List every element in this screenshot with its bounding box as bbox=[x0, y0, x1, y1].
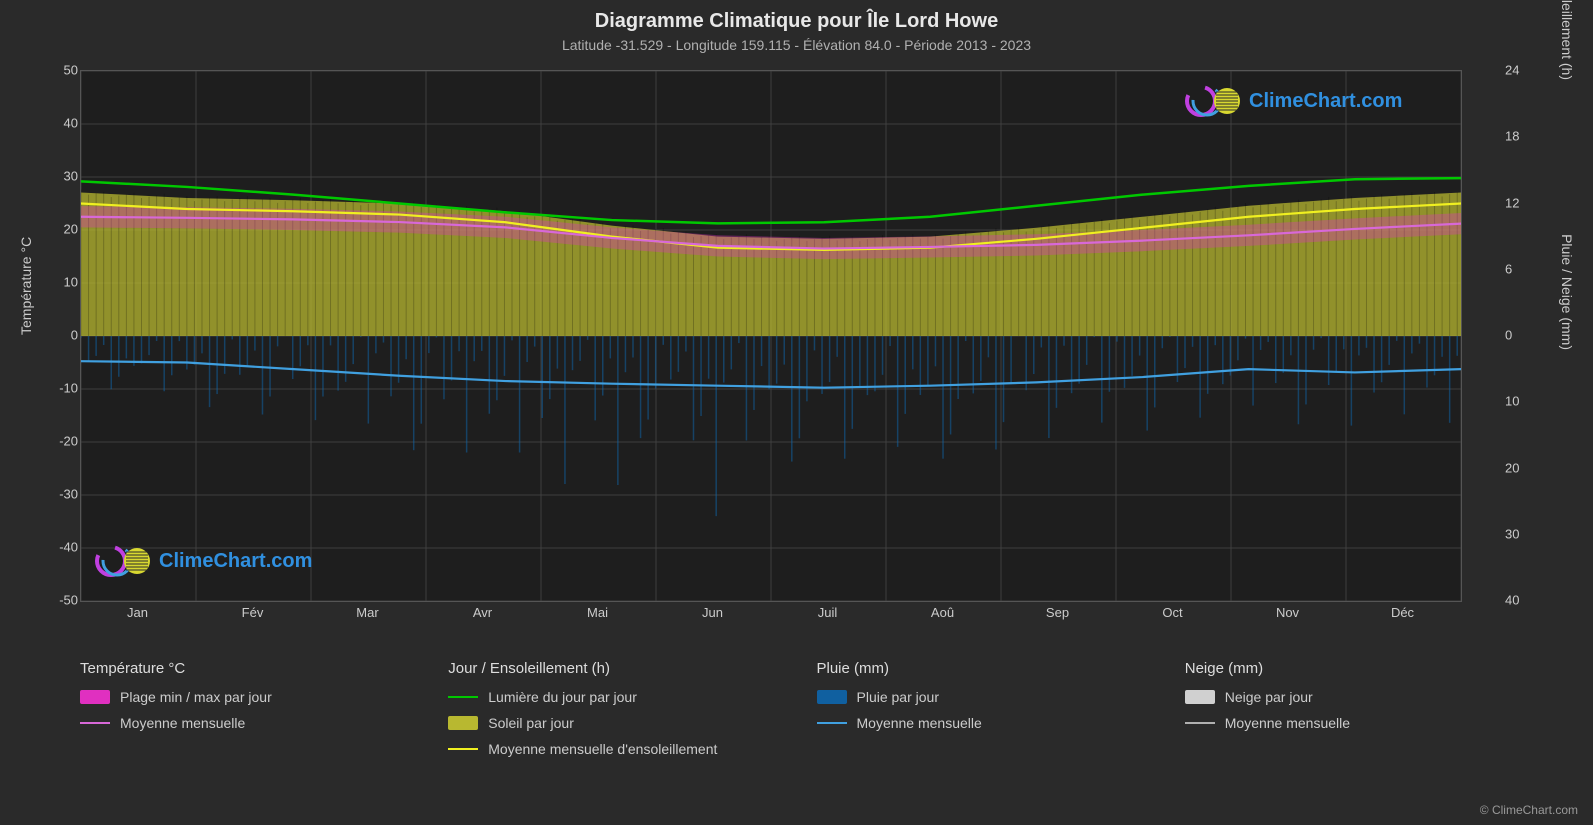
chart-container: Diagramme Climatique pour Île Lord Howe … bbox=[0, 0, 1593, 825]
y-tick-right-hours: 12 bbox=[1505, 195, 1533, 210]
y-tick-right-mm: 40 bbox=[1505, 593, 1533, 608]
legend-item: Neige par jour bbox=[1185, 689, 1513, 705]
legend-line-swatch bbox=[448, 748, 478, 750]
legend-line-swatch bbox=[817, 722, 847, 724]
y-tick-left: 20 bbox=[50, 222, 78, 237]
y-tick-left: 30 bbox=[50, 169, 78, 184]
x-tick-month: Mai bbox=[587, 605, 608, 620]
x-tick-month: Nov bbox=[1276, 605, 1299, 620]
x-tick-month: Fév bbox=[242, 605, 264, 620]
x-tick-month: Déc bbox=[1391, 605, 1414, 620]
x-tick-month: Jun bbox=[702, 605, 723, 620]
y-axis-left-label: Température °C bbox=[18, 237, 34, 335]
legend-heading: Neige (mm) bbox=[1185, 660, 1513, 677]
legend-item-label: Soleil par jour bbox=[488, 715, 574, 731]
legend-item: Plage min / max par jour bbox=[80, 689, 408, 705]
legend-item-label: Neige par jour bbox=[1225, 689, 1313, 705]
legend-item: Moyenne mensuelle bbox=[80, 715, 408, 731]
x-tick-month: Avr bbox=[473, 605, 492, 620]
legend-line-swatch bbox=[1185, 722, 1215, 724]
y-tick-left: -20 bbox=[50, 434, 78, 449]
y-tick-left: 50 bbox=[50, 63, 78, 78]
legend-item: Moyenne mensuelle bbox=[817, 715, 1145, 731]
legend-heading: Température °C bbox=[80, 660, 408, 677]
legend-item-label: Lumière du jour par jour bbox=[488, 689, 637, 705]
legend-box-swatch bbox=[448, 716, 478, 730]
x-tick-month: Juil bbox=[818, 605, 838, 620]
legend-item: Pluie par jour bbox=[817, 689, 1145, 705]
legend-item: Moyenne mensuelle bbox=[1185, 715, 1513, 731]
svg-text:ClimeChart.com: ClimeChart.com bbox=[1249, 90, 1402, 112]
x-tick-month: Mar bbox=[356, 605, 378, 620]
y-tick-right-hours: 6 bbox=[1505, 261, 1533, 276]
chart-subtitle: Latitude -31.529 - Longitude 159.115 - É… bbox=[0, 33, 1593, 53]
plot-area: ClimeChart.com ClimeChart.com bbox=[80, 70, 1460, 600]
y-tick-right-hours: 24 bbox=[1505, 63, 1533, 78]
legend-column: Pluie (mm) Pluie par jour Moyenne mensuell… bbox=[817, 660, 1145, 757]
y-tick-left: 40 bbox=[50, 116, 78, 131]
legend-item-label: Pluie par jour bbox=[857, 689, 940, 705]
y-tick-left: -10 bbox=[50, 381, 78, 396]
legend-item: Soleil par jour bbox=[448, 715, 776, 731]
y-tick-left: 10 bbox=[50, 275, 78, 290]
y-axis-right-top-label: Jour / Ensoleillement (h) bbox=[1559, 0, 1575, 80]
legend-item-label: Moyenne mensuelle bbox=[857, 715, 982, 731]
legend-line-swatch bbox=[448, 696, 478, 698]
y-tick-left: -50 bbox=[50, 593, 78, 608]
svg-text:ClimeChart.com: ClimeChart.com bbox=[159, 550, 312, 572]
legend-column: Jour / Ensoleillement (h) Lumière du jour… bbox=[448, 660, 776, 757]
legend-column: Neige (mm) Neige par jour Moyenne mensuell… bbox=[1185, 660, 1513, 757]
legend-item: Moyenne mensuelle d'ensoleillement bbox=[448, 741, 776, 757]
y-tick-right-mm: 30 bbox=[1505, 526, 1533, 541]
legend-box-swatch bbox=[80, 690, 110, 704]
y-tick-right-mm: 20 bbox=[1505, 460, 1533, 475]
copyright-label: © ClimeChart.com bbox=[1480, 803, 1578, 817]
legend-item-label: Moyenne mensuelle bbox=[120, 715, 245, 731]
legend-line-swatch bbox=[80, 722, 110, 724]
y-tick-left: -40 bbox=[50, 540, 78, 555]
legend-box-swatch bbox=[1185, 690, 1215, 704]
legend-item: Lumière du jour par jour bbox=[448, 689, 776, 705]
legend-item-label: Plage min / max par jour bbox=[120, 689, 272, 705]
legend-box-swatch bbox=[817, 690, 847, 704]
legend-heading: Jour / Ensoleillement (h) bbox=[448, 660, 776, 677]
legend-column: Température °C Plage min / max par jour Mo… bbox=[80, 660, 408, 757]
legend: Température °C Plage min / max par jour Mo… bbox=[80, 660, 1513, 757]
x-tick-month: Aoû bbox=[931, 605, 954, 620]
y-tick-right-hours: 0 bbox=[1505, 328, 1533, 343]
y-tick-left: -30 bbox=[50, 487, 78, 502]
x-tick-month: Sep bbox=[1046, 605, 1069, 620]
legend-item-label: Moyenne mensuelle d'ensoleillement bbox=[488, 741, 717, 757]
legend-heading: Pluie (mm) bbox=[817, 660, 1145, 677]
x-tick-month: Oct bbox=[1162, 605, 1182, 620]
y-tick-left: 0 bbox=[50, 328, 78, 343]
x-tick-month: Jan bbox=[127, 605, 148, 620]
chart-title: Diagramme Climatique pour Île Lord Howe bbox=[0, 0, 1593, 33]
y-axis-right-bottom-label: Pluie / Neige (mm) bbox=[1559, 234, 1575, 350]
legend-item-label: Moyenne mensuelle bbox=[1225, 715, 1350, 731]
y-tick-right-mm: 10 bbox=[1505, 394, 1533, 409]
plot-svg: ClimeChart.com ClimeChart.com bbox=[81, 71, 1461, 601]
y-tick-right-hours: 18 bbox=[1505, 129, 1533, 144]
